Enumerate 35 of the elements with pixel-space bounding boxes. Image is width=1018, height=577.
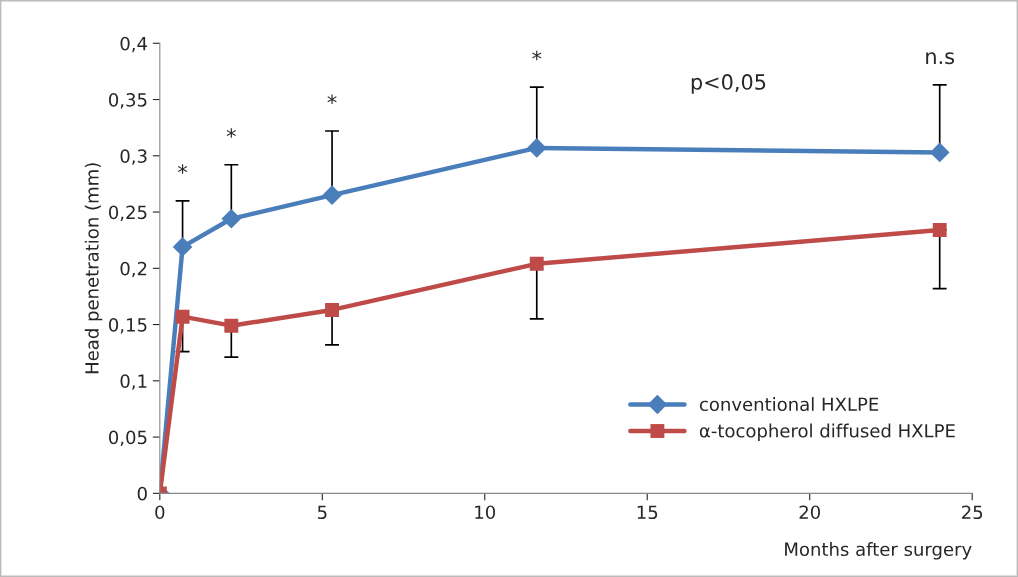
x-tick-label: 15: [637, 505, 658, 520]
y-tick-label: 0,2: [120, 261, 147, 278]
point: [224, 318, 239, 333]
x-tick-label: 10: [475, 505, 496, 520]
point: [526, 138, 547, 158]
annotation: *: [177, 164, 188, 174]
y-tick-label: 0,25: [109, 205, 147, 222]
y-axis-title: Head penetration (mm): [84, 163, 103, 374]
annotation: n.s: [926, 52, 955, 65]
x-tick-label: 5: [317, 505, 327, 520]
point: [175, 309, 190, 324]
legend-label: conventional HXLPE: [699, 397, 879, 412]
annotation: *: [532, 50, 542, 61]
x-tick-label: 0: [155, 505, 165, 520]
y-tick-label: 0,1: [120, 374, 147, 390]
point: [529, 256, 544, 271]
x-tick-label: 20: [799, 505, 821, 520]
y-tick-label: 0,3: [120, 149, 147, 165]
annotation: p<0,05: [691, 74, 766, 94]
x-tick-label: 25: [962, 505, 983, 520]
annotation: *: [226, 128, 236, 138]
point: [325, 302, 339, 317]
point: [322, 185, 342, 205]
point: [929, 142, 950, 163]
x-axis-title: Months after surgery: [785, 542, 972, 560]
y-tick-label: 0,35: [109, 92, 147, 109]
point: [172, 237, 193, 257]
y-tick-label: 0,15: [109, 318, 147, 334]
point: [221, 208, 242, 229]
annotation: *: [327, 94, 337, 105]
y-tick-label: 0: [137, 486, 147, 501]
point: [932, 223, 947, 237]
y-tick-label: 0,4: [120, 36, 148, 53]
y-tick-label: 0,05: [109, 430, 147, 447]
legend-label: α-tocopherol diffused HXLPE: [699, 423, 955, 442]
